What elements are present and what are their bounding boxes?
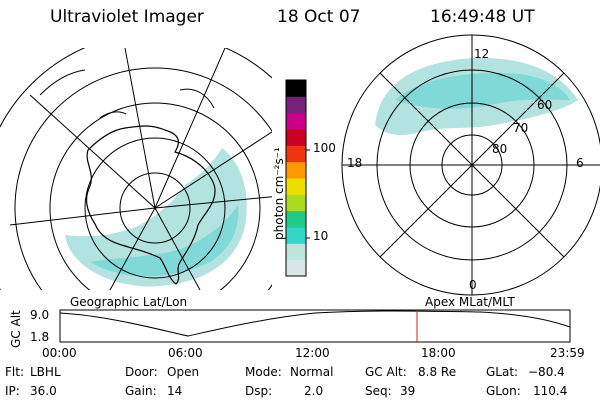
colorbar-segment xyxy=(286,145,306,163)
time-label: 16:49:48 UT xyxy=(430,7,535,27)
altitude-timeline xyxy=(59,309,571,343)
status-dsp-label: Dsp: xyxy=(245,384,273,398)
status-door-label: Door: xyxy=(125,365,158,379)
lat-label-70: 70 xyxy=(513,121,529,135)
colorbar-tick-10: 10 xyxy=(313,229,329,243)
colorbar-segment xyxy=(286,112,306,130)
timeline-xtick-0: 00:00 xyxy=(42,346,77,360)
colorbar-frame xyxy=(285,79,307,277)
latitude-circles xyxy=(0,48,272,290)
status-glon-value: 110.4 xyxy=(533,384,568,398)
status-gain-label: Gain: xyxy=(125,384,157,398)
status-glat-label: GLat: xyxy=(486,365,519,379)
colorbar-segment xyxy=(286,194,306,212)
status-gcalt-label: GC Alt: xyxy=(365,365,407,379)
geographic-map xyxy=(0,48,272,290)
colorbar-segment xyxy=(286,227,306,244)
status-gain-value: 14 xyxy=(167,384,183,398)
lat-label-60: 60 xyxy=(537,98,553,112)
status-mode-value: Normal xyxy=(290,365,334,379)
colorbar-unit-label: photon cm⁻²s⁻¹ xyxy=(272,147,286,240)
apex-polar-plot xyxy=(341,34,600,296)
status-ip-value: 36.0 xyxy=(30,384,57,398)
mlt-label-18: 18 xyxy=(347,156,363,170)
status-mode-label: Mode: xyxy=(245,365,282,379)
mlt-label-0: 0 xyxy=(469,278,477,292)
meridian-lines xyxy=(9,48,272,290)
colorbar-segment xyxy=(286,129,306,146)
colorbar-segment xyxy=(286,178,306,195)
colorbar-segment xyxy=(286,80,306,97)
timeline-axis-label: GC Alt xyxy=(9,310,23,348)
status-dsp-value: 2.0 xyxy=(304,384,324,398)
status-door-value: Open xyxy=(167,365,200,379)
mlt-label-12: 12 xyxy=(474,47,490,61)
app-title: Ultraviolet Imager xyxy=(50,7,204,27)
timeline-ytick-min: 1.8 xyxy=(30,330,50,344)
colorbar-segment xyxy=(286,210,306,228)
status-ip-label: IP: xyxy=(5,384,20,398)
altitude-curve xyxy=(59,310,571,337)
lat-label-80: 80 xyxy=(492,142,508,156)
timeline-xtick-1: 06:00 xyxy=(168,346,203,360)
colorbar-tick-100: 100 xyxy=(313,141,336,155)
status-glat-value: −80.4 xyxy=(528,365,565,379)
status-glon-label: GLon: xyxy=(486,384,521,398)
colorbar-segment xyxy=(286,96,306,114)
left-panel-caption: Geographic Lat/Lon xyxy=(70,295,188,309)
status-filter-label: Flt: xyxy=(5,365,24,379)
colorbar-segment xyxy=(286,243,306,261)
status-filter-value: LBHL xyxy=(30,365,61,379)
status-seq-label: Seq: xyxy=(365,384,392,398)
timeline-xtick-2: 12:00 xyxy=(295,346,330,360)
right-panel-caption: Apex MLat/MLT xyxy=(425,295,515,309)
mlt-label-6: 6 xyxy=(576,156,584,170)
status-gcalt-value: 8.8 Re xyxy=(418,365,457,379)
timeline-xtick-4: 23:59 xyxy=(550,346,585,360)
colorbar-segment xyxy=(286,161,306,179)
timeline-ytick-max: 9.0 xyxy=(30,308,50,322)
continent-outline xyxy=(85,125,216,285)
status-seq-value: 39 xyxy=(400,384,416,398)
timeline-xtick-3: 18:00 xyxy=(421,346,456,360)
date-label: 18 Oct 07 xyxy=(277,7,361,27)
colorbar xyxy=(285,79,310,277)
colorbar-segment xyxy=(286,259,306,277)
